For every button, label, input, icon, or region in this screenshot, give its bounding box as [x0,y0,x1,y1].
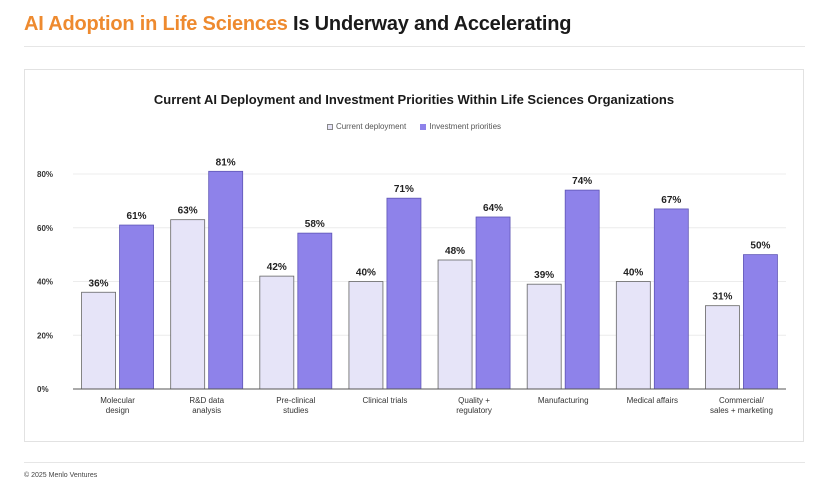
bar-current [348,281,384,390]
x-tick-label: Commercial/ [719,396,765,405]
headline-accent: AI Adoption in Life Sciences [24,13,288,35]
data-label-current: 42% [267,262,287,273]
headline-rest: Is Underway and Accelerating [287,13,572,35]
y-tick-label: 0% [37,385,49,394]
x-tick-label: Quality + [458,396,490,405]
data-label-investment: 74% [572,176,592,187]
legend-label-investment: Investment priorities [429,122,502,131]
legend-swatch-current [326,123,333,130]
x-tick-label: regulatory [456,406,492,415]
bar-investment [475,216,511,390]
data-label-investment: 67% [661,195,681,206]
bar-current [526,283,562,390]
x-tick-label: studies [283,406,308,415]
bar-investment [208,170,244,390]
data-label-investment: 71% [394,184,414,195]
y-tick-label: 20% [37,331,53,340]
bar-investment [297,232,333,390]
x-tick-label: Molecular [100,396,135,405]
x-tick-label: sales + marketing [710,406,773,415]
bar-investment [564,189,600,390]
bar-current [170,219,206,390]
bar-current [705,305,740,390]
chart-legend: Current deployment Investment priorities [25,122,803,131]
y-tick-label: 40% [37,278,53,287]
y-tick-label: 80% [37,170,53,179]
data-label-investment: 61% [127,211,147,222]
data-label-investment: 64% [483,203,503,214]
legend-item-investment: Investment priorities [420,122,501,131]
x-tick-label: Manufacturing [538,396,589,405]
bottom-divider [24,462,805,463]
data-label-investment: 58% [305,219,325,230]
top-divider [24,46,805,47]
bar-current [259,275,295,390]
data-label-current: 39% [534,270,554,281]
bar-current [615,281,651,390]
x-tick-label: Medical affairs [627,396,678,405]
legend-item-current: Current deployment [326,122,407,131]
bar-investment [653,208,689,390]
bar-investment [119,224,154,390]
data-label-investment: 50% [750,241,770,252]
y-tick-label: 60% [37,224,53,233]
x-tick-label: design [106,406,130,415]
bar-current [81,291,116,390]
x-tick-label: R&D data [189,396,224,405]
page-headline: AI Adoption in Life Sciences Is Underway… [24,13,571,36]
data-label-investment: 81% [216,157,236,168]
footer-copyright: © 2025 Menlo Ventures [24,472,98,479]
x-tick-label: Pre-clinical [276,396,315,405]
x-tick-label: analysis [192,406,221,415]
data-label-current: 31% [712,292,732,303]
bar-investment [743,254,778,390]
legend-swatch-investment [420,123,427,130]
data-label-current: 40% [356,268,376,279]
chart-title: Current AI Deployment and Investment Pri… [153,92,675,107]
data-label-current: 48% [445,246,465,257]
data-label-current: 63% [178,206,198,217]
data-label-current: 36% [89,278,109,289]
bar-investment [386,197,422,390]
chart-card: Current AI Deployment and Investment Pri… [24,69,804,442]
legend-label-current: Current deployment [335,122,407,131]
x-tick-label: Clinical trials [362,396,407,405]
data-label-current: 40% [623,268,643,279]
bar-current [437,259,473,390]
